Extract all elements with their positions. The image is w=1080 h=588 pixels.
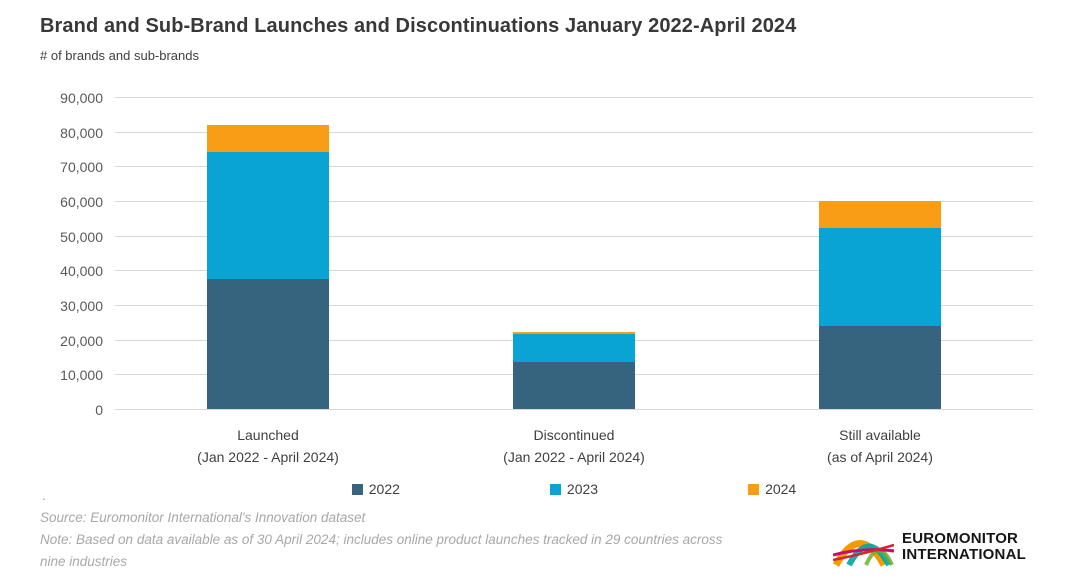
plot-area	[115, 97, 1033, 410]
stacked-bar	[206, 124, 329, 409]
stray-footnote-dot: .	[42, 488, 46, 503]
y-tick-label: 40,000	[60, 263, 103, 280]
y-tick-label: 70,000	[60, 159, 103, 176]
y-tick-label: 0	[95, 402, 103, 418]
euromonitor-logo: EUROMONITOR INTERNATIONAL	[833, 524, 1026, 570]
gridline	[115, 409, 1033, 410]
bar-column-still-available	[727, 98, 1033, 410]
gridline	[115, 270, 1033, 272]
bar-segment-2024	[818, 201, 941, 229]
chart-subtitle: # of brands and sub-brands	[40, 48, 199, 63]
stacked-bar	[512, 332, 635, 409]
legend-swatch-2023	[549, 483, 561, 495]
gridline	[115, 305, 1033, 306]
bar-segment-2022	[206, 279, 329, 409]
legend-swatch-2022	[351, 483, 363, 495]
x-category-label: Still available (as of April 2024)	[727, 424, 1033, 468]
bar-segment-2024	[206, 124, 329, 153]
gridline	[115, 131, 1033, 133]
euromonitor-logo-text: EUROMONITOR INTERNATIONAL	[902, 529, 1026, 564]
logo-line-2: INTERNATIONAL	[902, 546, 1026, 563]
chart-legend: 2022 2023 2024	[115, 481, 1033, 497]
y-axis-labels: 0 10,000 20,000 30,000 40,000 50,000 60,000 70,…	[0, 90, 103, 418]
legend-item-2023: 2023	[549, 481, 599, 497]
gridline	[115, 201, 1033, 202]
bar-segment-2022	[818, 325, 941, 409]
legend-label: 2024	[765, 481, 797, 497]
bar-column-discontinued	[421, 98, 727, 410]
category-label: Discontinued	[533, 427, 615, 443]
x-category-label: Discontinued (Jan 2022 - April 2024)	[421, 424, 727, 468]
source-text: Source: Euromonitor International's Inno…	[40, 510, 366, 525]
y-tick-label: 60,000	[60, 194, 103, 210]
legend-swatch-2024	[748, 483, 760, 495]
category-sublabel: (Jan 2022 - April 2024)	[197, 449, 339, 465]
y-tick-label: 10,000	[60, 367, 103, 384]
gridline	[115, 97, 1033, 98]
gridline	[115, 166, 1033, 168]
legend-label: 2023	[566, 481, 599, 497]
euromonitor-arcs-icon	[833, 540, 895, 567]
legend-item-2024: 2024	[748, 481, 796, 497]
stacked-bar	[818, 201, 941, 409]
bar-segment-2023	[818, 228, 941, 326]
x-axis-labels: Launched (Jan 2022 - April 2024) Discontin…	[115, 424, 1033, 472]
y-tick-label: 80,000	[60, 124, 103, 141]
bar-segment-2024	[512, 332, 635, 334]
y-tick-label: 50,000	[60, 228, 103, 245]
legend-label: 2022	[368, 481, 400, 497]
bar-segment-2022	[512, 362, 635, 409]
gridline	[115, 235, 1033, 237]
bar-segment-2023	[512, 333, 635, 363]
x-category-label: Launched (Jan 2022 - April 2024)	[115, 424, 421, 468]
note-text: Note: Based on data available as of 30 A…	[40, 532, 723, 569]
category-sublabel: (Jan 2022 - April 2024)	[503, 449, 645, 465]
bar-segment-2023	[206, 152, 329, 279]
legend-item-2022: 2022	[351, 481, 400, 497]
logo-line-1: EUROMONITOR	[902, 529, 1019, 547]
chart-title: Brand and Sub-Brand Launches and Discont…	[40, 15, 797, 37]
bar-column-launched	[115, 98, 421, 410]
y-tick-label: 30,000	[60, 298, 103, 314]
category-label: Launched	[237, 427, 299, 443]
category-sublabel: (as of April 2024)	[827, 449, 933, 465]
category-label: Still available	[839, 427, 921, 443]
y-tick-label: 90,000	[60, 90, 103, 106]
y-tick-label: 20,000	[60, 332, 103, 349]
